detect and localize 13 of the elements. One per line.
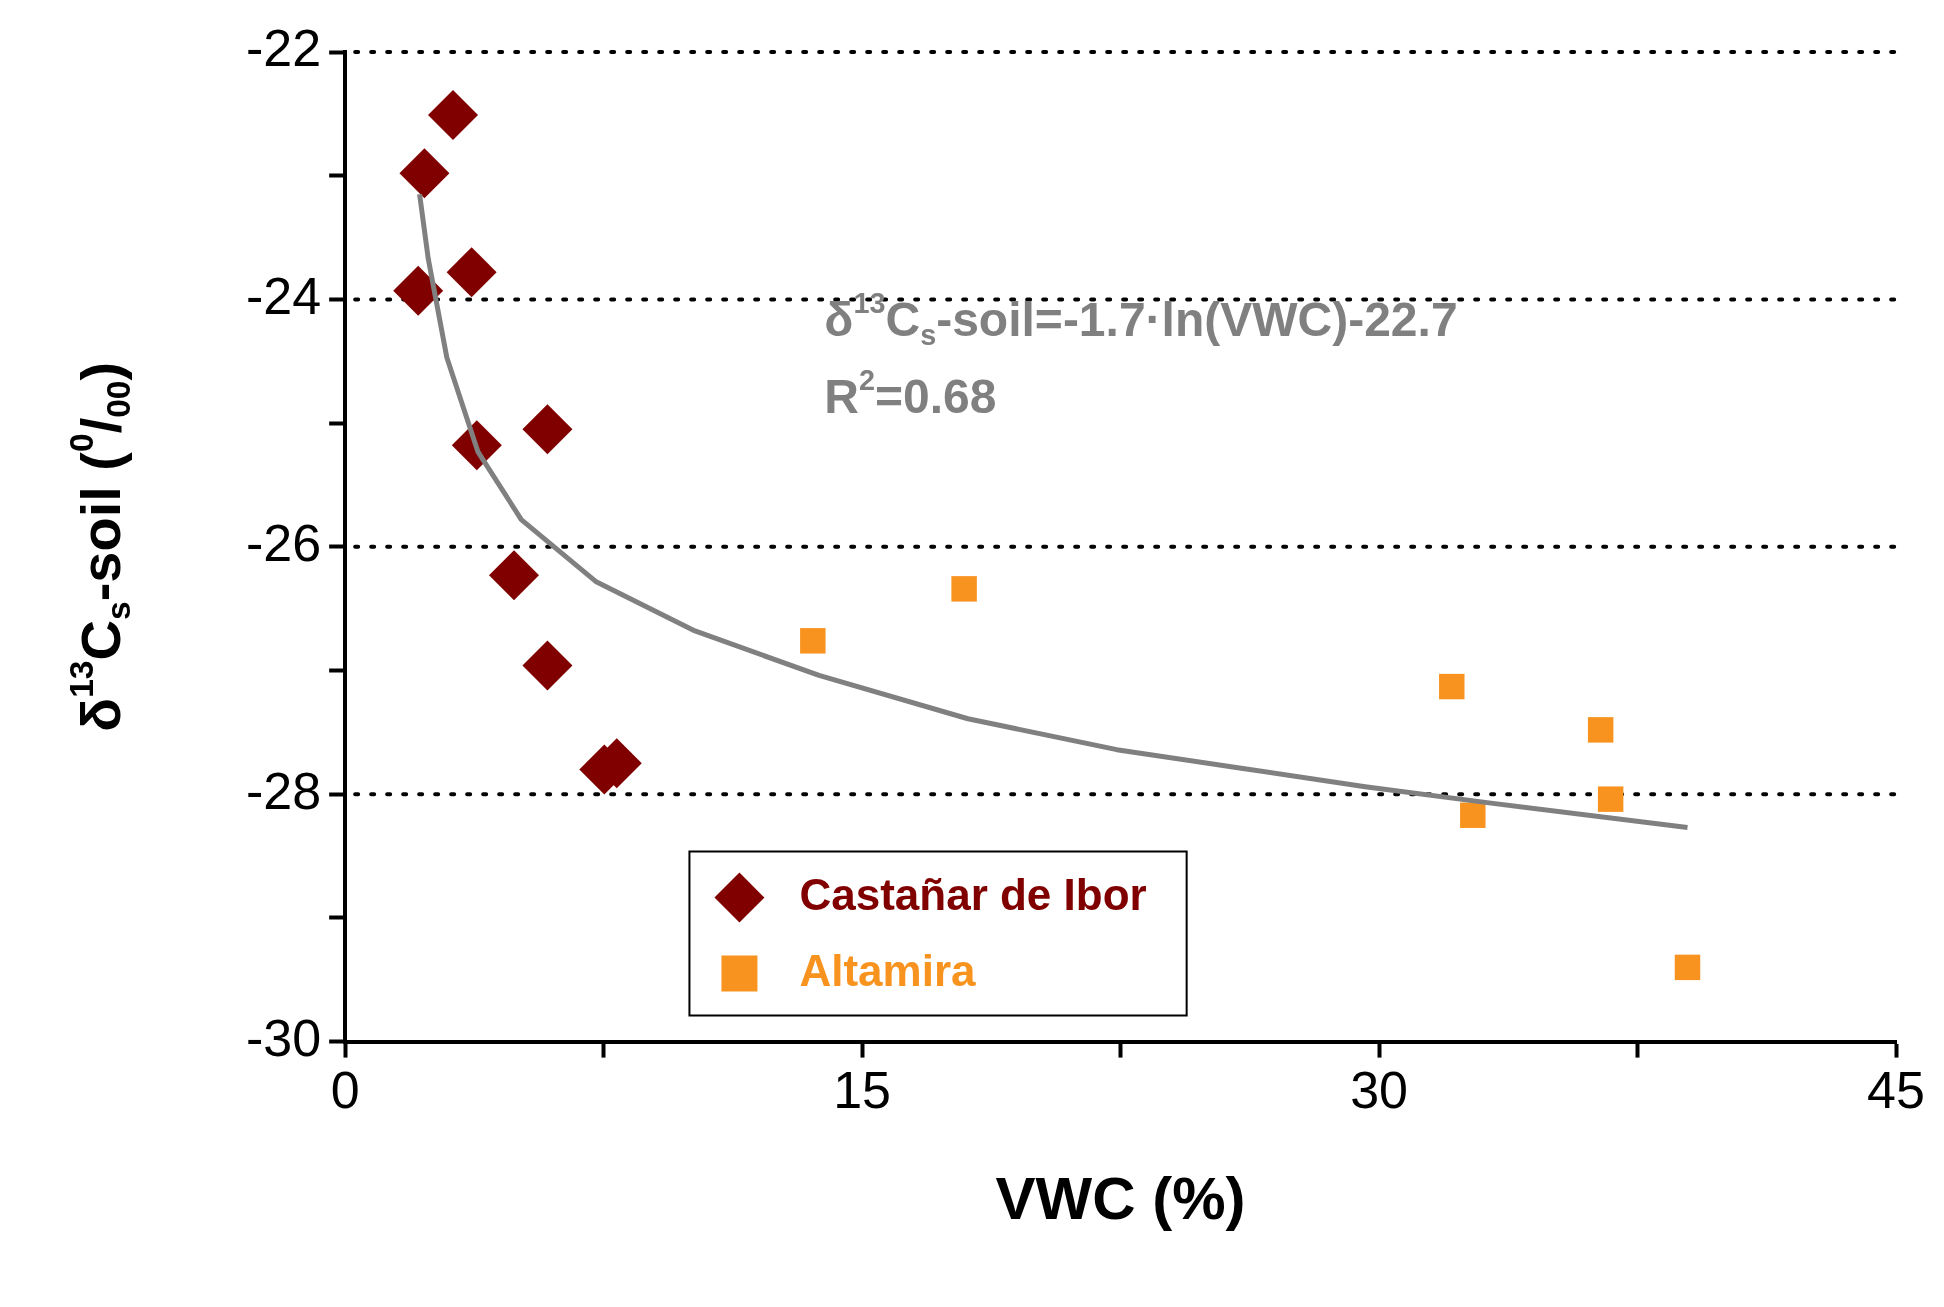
legend-label: Castañar de Ibor xyxy=(799,869,1147,919)
x-tick-label: 15 xyxy=(833,1060,892,1119)
y-tick-label: -28 xyxy=(246,761,322,820)
y-tick-label: -30 xyxy=(246,1008,322,1067)
y-tick-label: -26 xyxy=(246,514,322,573)
x-axis-title: VWC (%) xyxy=(995,1164,1246,1232)
x-tick-label: 30 xyxy=(1350,1060,1408,1119)
text: δ13Cs-soil (0/00) xyxy=(62,361,137,732)
y-tick-label: -22 xyxy=(246,19,322,78)
y-tick-label: -24 xyxy=(246,266,322,325)
legend-label: Altamira xyxy=(799,945,977,995)
x-tick-label: 0 xyxy=(330,1060,360,1119)
x-tick-label: 45 xyxy=(1867,1060,1925,1119)
